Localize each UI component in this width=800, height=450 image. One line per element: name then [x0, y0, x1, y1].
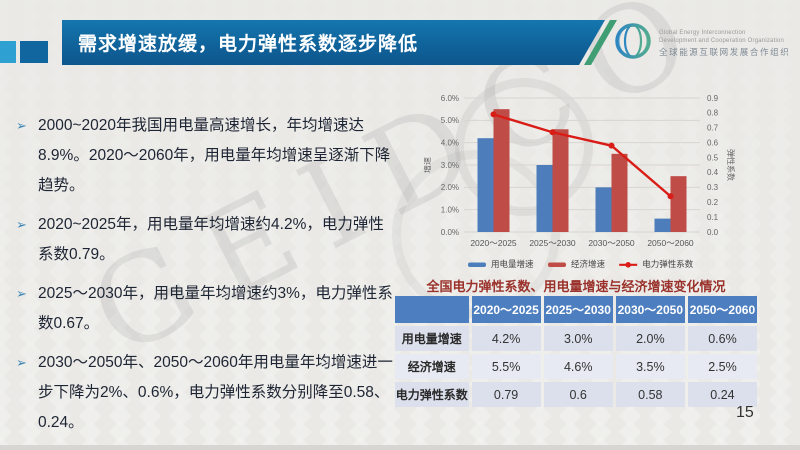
table-header-cell: 2030～2050: [615, 296, 685, 323]
svg-text:0.7: 0.7: [707, 124, 719, 133]
title-accent-dark-square: [20, 41, 48, 63]
elasticity-chart: 0.0% 1.0% 2.0% 3.0% 4.0% 5.0% 6.0% 0.0 0.1 0.2 0.3…: [424, 84, 794, 274]
svg-text:2.0%: 2.0%: [441, 183, 459, 192]
logo-chinese-line: 全球能源互联网发展合作组织: [659, 46, 791, 57]
bullet-item: ➢ 2000~2020年我国用电量高速增长，年均增速达8.9%。2020～206…: [16, 111, 396, 201]
bullet-text: 2025～2030年，用电量年均增速约3%，电力弹性系数0.67。: [38, 285, 393, 332]
table-cell: 0.24: [687, 382, 757, 407]
title-accent-light-square: [0, 41, 16, 63]
row-label: 电力弹性系数: [395, 382, 469, 407]
row-label: 经济增速: [395, 354, 469, 379]
bullet-item: ➢ 2030～2050年、2050～2060年用电量年均增速进一步下降为2%、0…: [16, 348, 396, 438]
table-cell: 2.5%: [687, 354, 757, 379]
svg-text:3.0%: 3.0%: [441, 161, 459, 170]
table-cell: 3.5%: [615, 354, 685, 379]
data-table: 2020～2025 2025～2030 2030～2050 2050～2060 …: [392, 293, 760, 410]
bullet-text: 2000~2020年我国用电量高速增长，年均增速达8.9%。2020～2060年…: [38, 117, 391, 194]
arrow-bullet-icon: ➢: [16, 286, 27, 301]
chart-table-title: 全国电力弹性系数、用电量增速与经济增速变化情况: [426, 279, 726, 294]
svg-text:1.0%: 1.0%: [441, 205, 459, 214]
svg-text:5.0%: 5.0%: [441, 116, 459, 125]
svg-text:0.5: 0.5: [707, 153, 719, 162]
svg-text:0.3: 0.3: [707, 183, 719, 192]
bullet-list: ➢ 2000~2020年我国用电量高速增长，年均增速达8.9%。2020～206…: [16, 111, 396, 447]
bullet-text: 2030～2050年、2050～2060年用电量年均增速进一步下降为2%、0.6…: [38, 354, 393, 431]
table-header-cell: 2050～2060: [687, 296, 757, 323]
table-cell: 0.6: [543, 382, 613, 407]
table-header-cell: [395, 296, 469, 323]
bottom-edge-strip: [0, 445, 800, 450]
svg-text:6.0%: 6.0%: [441, 94, 459, 103]
arrow-bullet-icon: ➢: [16, 355, 27, 370]
svg-text:2020～2025: 2020～2025: [470, 238, 517, 248]
organization-logo: Global Energy Interconnection Developmen…: [614, 22, 790, 65]
svg-text:电力弹性系数: 电力弹性系数: [642, 259, 694, 269]
svg-text:0.8: 0.8: [707, 109, 719, 118]
table-cell: 4.6%: [543, 354, 613, 379]
slide-title: 需求增速放缓，电力弹性系数逐步降低: [78, 34, 419, 55]
table-cell: 5.5%: [471, 354, 541, 379]
svg-text:0.2: 0.2: [707, 198, 719, 207]
bullet-item: ➢ 2025～2030年，用电量年均增速约3%，电力弹性系数0.67。: [16, 279, 396, 339]
row-label: 用电量增速: [395, 326, 469, 351]
table-cell: 4.2%: [471, 326, 541, 351]
table-cell: 0.58: [615, 382, 685, 407]
table-header-row: 2020～2025 2025～2030 2030～2050 2050～2060: [395, 296, 757, 323]
svg-text:经济增速: 经济增速: [571, 259, 606, 269]
svg-text:弹性系数: 弹性系数: [726, 149, 736, 181]
svg-text:2025～2030: 2025～2030: [529, 238, 576, 248]
table-row: 经济增速 5.5% 4.6% 3.5% 2.5%: [395, 354, 757, 379]
svg-text:0.6: 0.6: [707, 138, 719, 147]
bullet-text: 2020~2025年，用电量年均增速约4.2%，电力弹性系数0.79。: [38, 216, 384, 263]
table-cell: 0.6%: [687, 326, 757, 351]
logo-text: Global Energy Interconnection Developmen…: [659, 29, 790, 59]
table-row: 用电量增速 4.2% 3.0% 2.0% 0.6%: [395, 326, 757, 351]
table-cell: 0.79: [471, 382, 541, 407]
arrow-bullet-icon: ➢: [16, 217, 27, 232]
data-table-wrap: 2020～2025 2025～2030 2030～2050 2050～2060 …: [392, 293, 760, 410]
svg-text:0.0%: 0.0%: [441, 228, 459, 237]
svg-text:0.1: 0.1: [707, 213, 719, 222]
svg-text:增速: 增速: [424, 157, 432, 173]
svg-text:2030～2050: 2030～2050: [588, 238, 635, 248]
logo-english-line2: Development and Cooperation Organization: [659, 37, 785, 44]
table-header-cell: 2025～2030: [543, 296, 613, 323]
page-number: 15: [736, 404, 754, 421]
logo-english-line1: Global Energy Interconnection: [659, 29, 746, 36]
table-row: 电力弹性系数 0.79 0.6 0.58 0.24: [395, 382, 757, 407]
bullet-item: ➢ 2020~2025年，用电量年均增速约4.2%，电力弹性系数0.79。: [16, 210, 396, 270]
title-bar: 需求增速放缓，电力弹性系数逐步降低: [62, 20, 605, 65]
svg-text:0.4: 0.4: [707, 168, 719, 177]
svg-text:0.9: 0.9: [707, 94, 719, 103]
arrow-bullet-icon: ➢: [16, 118, 27, 133]
svg-text:0.0: 0.0: [707, 228, 719, 237]
svg-text:用电量增速: 用电量增速: [491, 259, 534, 269]
svg-text:2050～2060: 2050～2060: [647, 238, 694, 248]
svg-text:4.0%: 4.0%: [441, 138, 459, 147]
table-cell: 3.0%: [543, 326, 613, 351]
table-header-cell: 2020～2025: [471, 296, 541, 323]
globe-icon: [614, 22, 652, 65]
table-cell: 2.0%: [615, 326, 685, 351]
